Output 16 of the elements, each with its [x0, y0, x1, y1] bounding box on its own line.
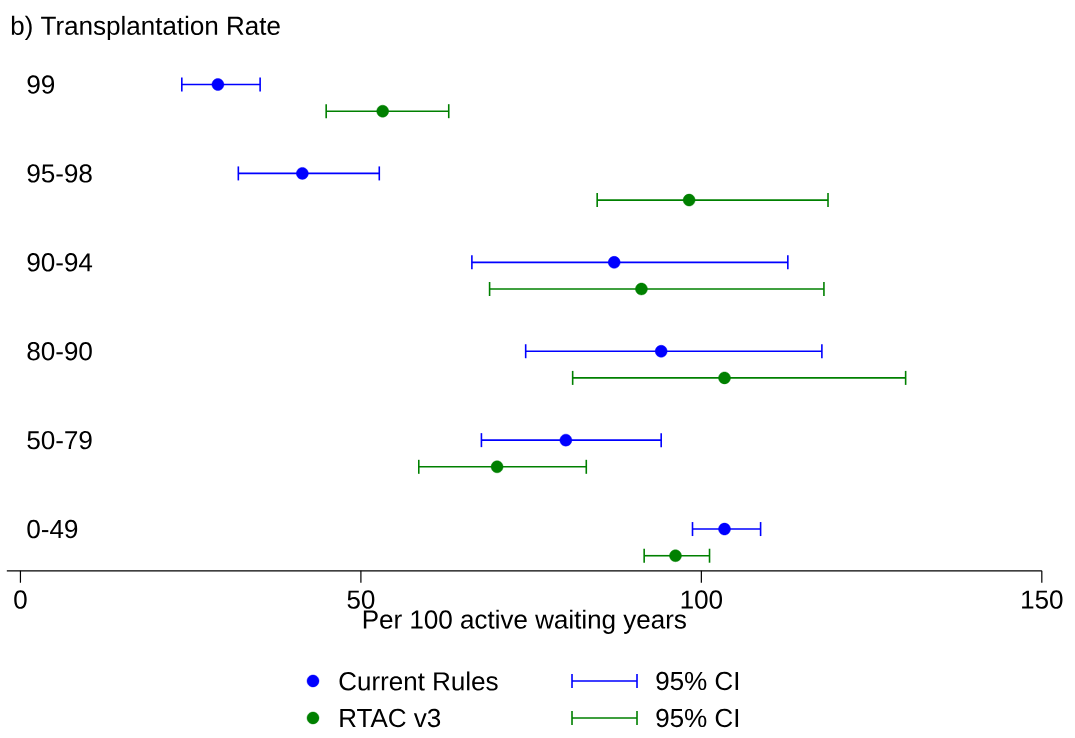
y-tick-label: 99	[27, 75, 55, 94]
y-tick-label: 95-98	[27, 164, 92, 183]
y-tick-label: 90-94	[27, 253, 93, 272]
x-tick-label: 0	[14, 590, 27, 609]
x-tick-label: 100	[681, 590, 723, 609]
text: 95% CI	[656, 708, 739, 728]
chart-title: b) Transplantation Rate	[11, 15, 280, 41]
y-tick-label: 50-79	[27, 430, 92, 450]
x-tick-label: 50	[347, 590, 375, 609]
y-tick-label: 0-49	[27, 519, 78, 539]
legend-label: Current Rules	[339, 671, 498, 691]
x-axis-title: Per 100 active waiting years	[363, 609, 686, 634]
legend-label: RTAC v3	[340, 708, 441, 728]
x-tick-label: 150	[1022, 590, 1063, 609]
y-tick-label: 80-90	[27, 342, 92, 361]
text: 95% CI	[656, 671, 739, 691]
